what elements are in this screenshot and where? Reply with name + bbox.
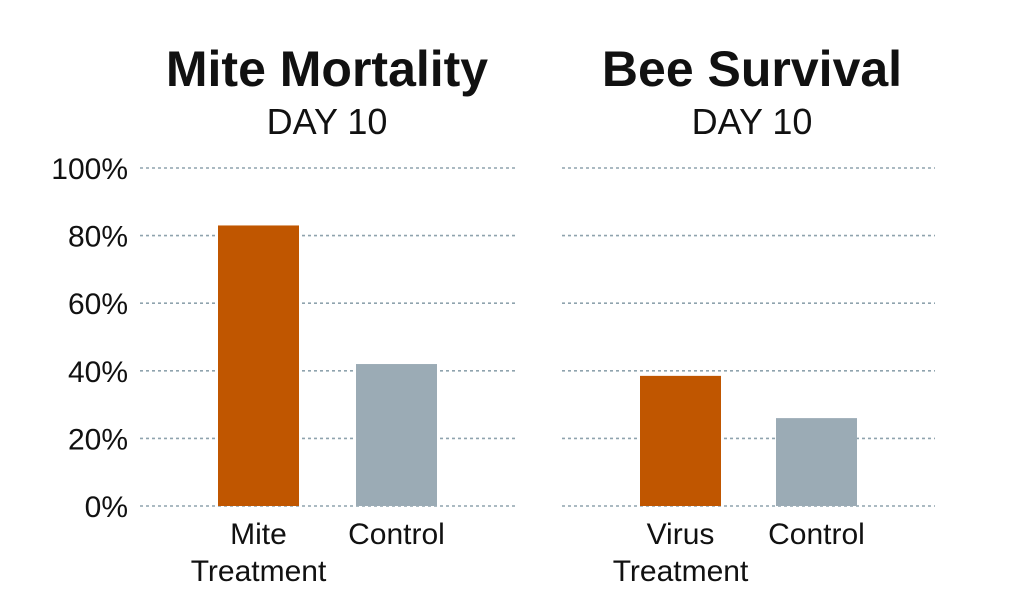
y-tick-label: 100% [51, 153, 128, 186]
category-label: Mite [230, 518, 287, 551]
category-label: Treatment [613, 555, 749, 588]
mite-mortality-gridlines [140, 167, 515, 507]
bar-treatment [640, 375, 721, 506]
category-label: Virus [647, 518, 715, 551]
bar-control [776, 418, 857, 506]
y-tick-label: 60% [68, 288, 128, 321]
y-tick-label: 80% [68, 221, 128, 254]
bee-survival-subtitle: DAY 10 [692, 101, 813, 142]
bar-treatment [218, 225, 299, 506]
mite-mortality-subtitle: DAY 10 [267, 101, 388, 142]
y-axis-tick-labels: 0% 20% 40% 60% 80% 100% [51, 153, 128, 524]
category-label: Control [768, 518, 865, 551]
bee-survival-bars [640, 375, 857, 506]
category-label: Control [348, 518, 445, 551]
bee-survival-title: Bee Survival [602, 41, 902, 97]
category-label: Treatment [191, 555, 327, 588]
y-tick-label: 0% [85, 491, 128, 524]
bee-survival-category-labels: Virus Treatment Control [613, 518, 865, 588]
bee-survival-gridlines [562, 167, 935, 507]
bee-survival-chart: Bee Survival DAY 10 Virus Treatment Contro… [562, 41, 935, 588]
y-tick-label: 40% [68, 356, 128, 389]
mite-mortality-bars [218, 225, 437, 506]
y-tick-label: 20% [68, 423, 128, 456]
mite-mortality-category-labels: Mite Treatment Control [191, 518, 445, 588]
bar-control [356, 364, 437, 506]
mite-mortality-chart: Mite Mortality DAY 10 0% 20% 40% 60% 80% 100%… [51, 41, 515, 588]
mite-mortality-title: Mite Mortality [166, 41, 488, 97]
